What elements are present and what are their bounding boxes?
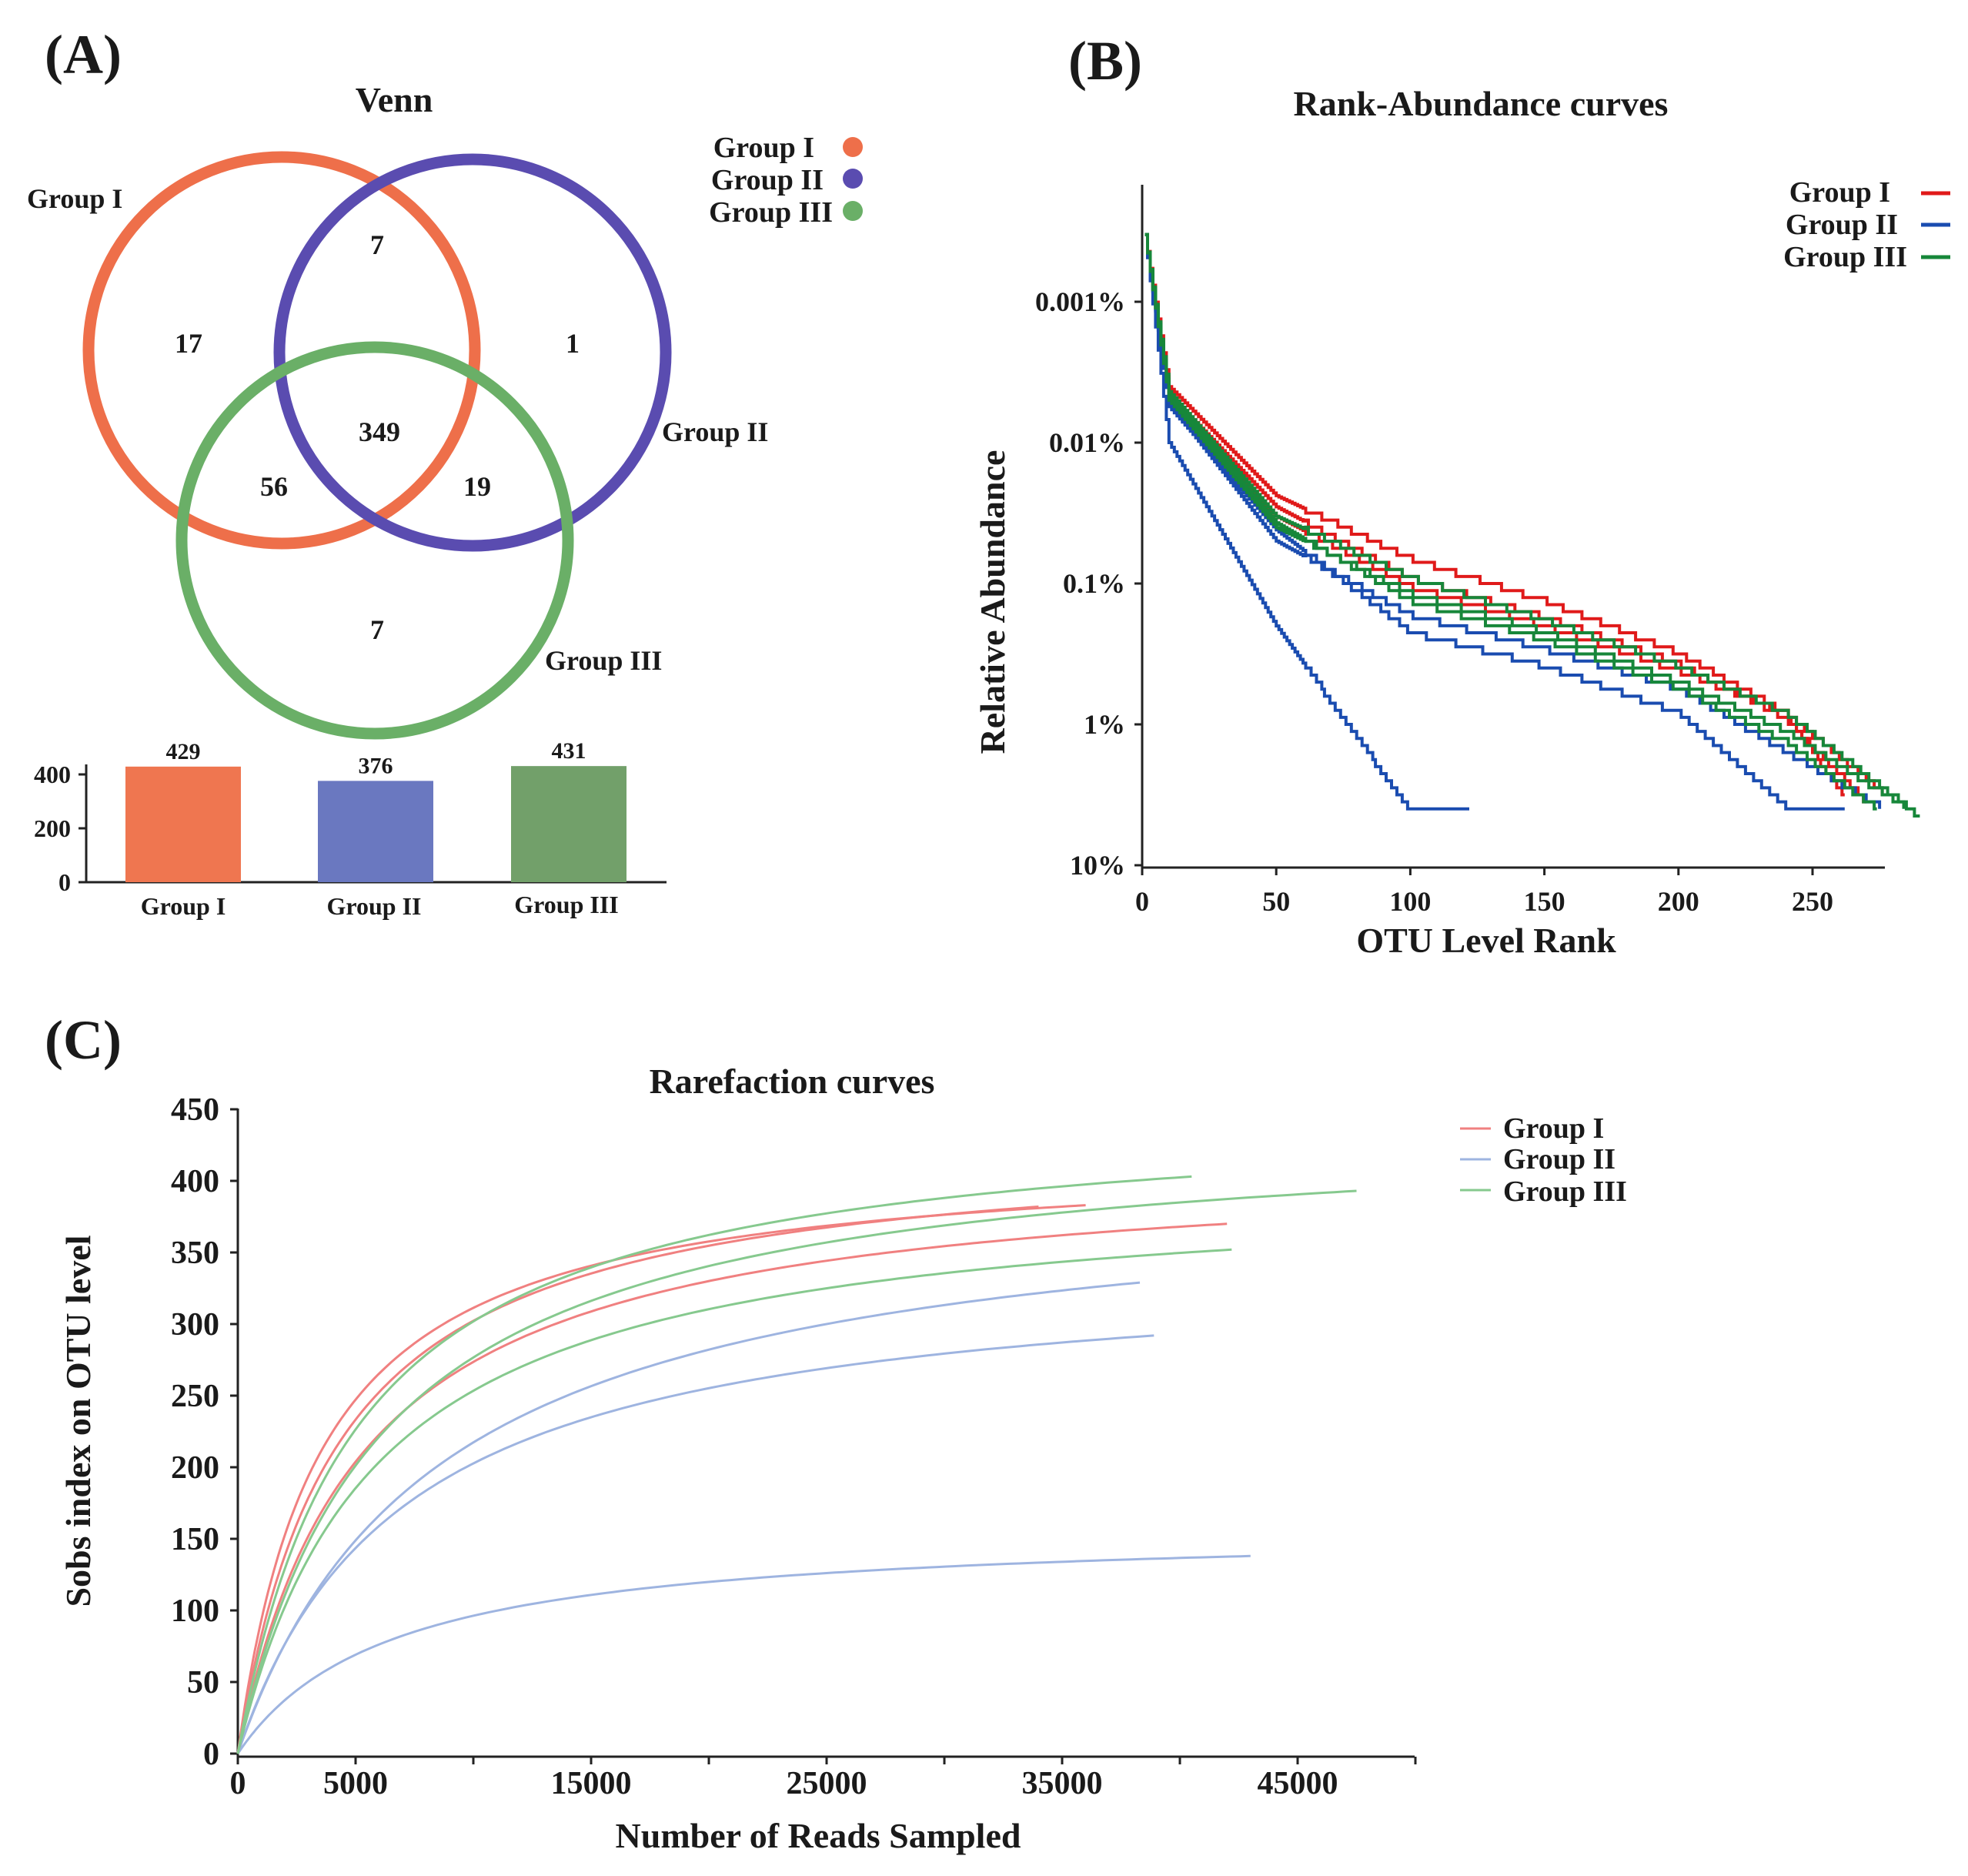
rank-abundance-x-axis-title: OTU Level Rank (1356, 921, 1616, 960)
rare-y-tick-label: 50 (187, 1665, 219, 1700)
rare-curve-group-iii (236, 1248, 1232, 1754)
panel-label-b: (B) (1068, 30, 1142, 92)
rare-curve-group-i (236, 1222, 1228, 1754)
bar-chart: 400 200 0 Group I Group II Group III 429… (34, 738, 667, 920)
venn-region-only-iii: 7 (370, 614, 384, 645)
rank-x-tick-label: 100 (1389, 886, 1431, 917)
venn-circle-group-i (82, 151, 481, 550)
rare-y-tick-label: 300 (171, 1307, 219, 1343)
rare-x-tick-label: 45000 (1258, 1766, 1338, 1801)
rare-y-tick-label: 250 (171, 1379, 219, 1414)
rank-abundance-legend: Group I Group II Group III (1783, 176, 1950, 273)
rank-abundance-y-axis-title: Relative Abundance (973, 450, 1012, 754)
rare-x-tick-label: 35000 (1022, 1766, 1103, 1801)
rank-abundance-title: Rank-Abundance curves (1294, 84, 1669, 123)
rare-legend-label-group-iii: Group III (1503, 1175, 1627, 1208)
venn-legend-dot-group-ii (843, 169, 863, 189)
bar-value-label: 376 (359, 753, 393, 778)
bar-category-group-ii: Group II (326, 892, 421, 920)
bar-tick-label-400: 400 (34, 761, 71, 788)
rare-x-tick-label: 15000 (551, 1766, 632, 1801)
rare-y-tick-label: 0 (203, 1737, 219, 1772)
rank-y-tick-label: 0.01% (1049, 427, 1125, 458)
rare-y-tick-label: 450 (171, 1092, 219, 1128)
venn-legend-label-group-i: Group I (713, 132, 814, 164)
rank-curve-group-i (1144, 232, 1845, 797)
rank-y-tick-label: 10% (1070, 850, 1125, 881)
rare-curve-group-iii (236, 1175, 1192, 1754)
venn-region-i-ii: 7 (370, 229, 384, 260)
venn-region-ii-iii: 19 (463, 471, 491, 502)
bar-category-group-iii: Group III (514, 891, 618, 918)
rare-x-tick-label: 5000 (323, 1766, 388, 1801)
rare-y-tick-label: 200 (171, 1450, 219, 1486)
rare-curve-group-i (236, 1204, 1086, 1754)
rare-y-tick-label: 150 (171, 1522, 219, 1557)
bar-tick-label-0: 0 (58, 868, 71, 896)
venn-set-label-group-iii: Group III (545, 645, 662, 676)
rarefaction-axes: 0 5000 15000 25000 35000 45000 0 50 100 150 200 250… (171, 1092, 1417, 1801)
venn-legend-dot-group-i (843, 137, 863, 157)
rank-x-tick-label: 200 (1658, 886, 1699, 917)
rank-abundance-curves (1144, 232, 1920, 818)
panel-label-c: (C) (45, 1009, 122, 1071)
rare-curve-group-ii (236, 1554, 1251, 1754)
rare-legend-label-group-ii: Group II (1503, 1143, 1615, 1175)
venn-circle-group-iii (175, 341, 574, 740)
rank-x-tick-label: 250 (1792, 886, 1833, 917)
rare-curve-group-ii (236, 1281, 1141, 1754)
rank-y-tick-label: 0.001% (1035, 286, 1125, 317)
rarefaction-y-axis-title: Sobs index on OTU level (58, 1235, 98, 1607)
rare-x-tick-label: 25000 (787, 1766, 867, 1801)
venn-set-label-group-i: Group I (27, 183, 122, 214)
rare-x-tick-label: 0 (230, 1766, 246, 1801)
rank-curve-group-iii (1144, 232, 1920, 818)
venn-set-label-group-ii: Group II (662, 416, 768, 447)
venn-region-i-iii: 56 (260, 471, 288, 502)
venn-region-all: 349 (359, 416, 400, 447)
rarefaction-curves (236, 1175, 1357, 1754)
rank-legend-label-group-i: Group I (1789, 176, 1890, 209)
rank-y-tick-label: 1% (1084, 709, 1125, 740)
rarefaction-x-axis-title: Number of Reads Sampled (616, 1816, 1021, 1855)
venn-legend-dot-group-iii (843, 201, 863, 221)
rare-curve-group-ii (236, 1334, 1154, 1754)
venn-region-only-ii: 1 (566, 328, 580, 359)
rare-y-tick-label: 100 (171, 1593, 219, 1629)
bar-group-ii (318, 781, 433, 882)
bar-tick-label-200: 200 (34, 814, 71, 842)
rank-curve-group-iii (1144, 232, 1906, 809)
panel-label-a: (A) (45, 24, 122, 85)
rarefaction-legend: Group I Group II Group III (1460, 1112, 1627, 1208)
venn-circle-group-ii (273, 153, 672, 552)
rank-x-tick-label: 0 (1135, 886, 1149, 917)
rank-legend-label-group-ii: Group II (1786, 209, 1898, 241)
rare-y-tick-label: 350 (171, 1236, 219, 1271)
rank-x-tick-label: 150 (1524, 886, 1565, 917)
venn-region-only-i: 17 (175, 328, 202, 359)
bar-group-i (125, 766, 241, 882)
rank-legend-label-group-iii: Group III (1783, 241, 1907, 273)
rank-curve-group-iii (1144, 232, 1877, 811)
venn-legend-label-group-ii: Group II (711, 164, 824, 196)
venn-title: Venn (356, 80, 433, 119)
bar-group-iii (511, 766, 626, 882)
rare-curve-group-iii (236, 1189, 1357, 1754)
rank-curve-group-ii (1144, 232, 1469, 811)
rank-curve-group-ii (1144, 232, 1845, 811)
rare-legend-label-group-i: Group I (1503, 1112, 1604, 1145)
rank-abundance-axes: 0 50 100 150 200 250 10% 1% 0.1% 0.01% 0.001% (1035, 185, 1885, 917)
bar-value-label: 431 (552, 738, 586, 764)
rank-y-tick-label: 0.1% (1063, 568, 1125, 599)
rare-curve-group-i (236, 1206, 1039, 1754)
venn-legend-label-group-iii: Group III (709, 196, 833, 229)
bar-value-label: 429 (166, 739, 201, 764)
rank-x-tick-label: 50 (1262, 886, 1290, 917)
venn-legend: Group I Group II Group III (709, 132, 863, 229)
rank-curve-group-ii (1144, 232, 1882, 809)
bar-category-group-i: Group I (141, 892, 226, 920)
rare-y-tick-label: 400 (171, 1164, 219, 1199)
rarefaction-title: Rarefaction curves (650, 1062, 935, 1101)
